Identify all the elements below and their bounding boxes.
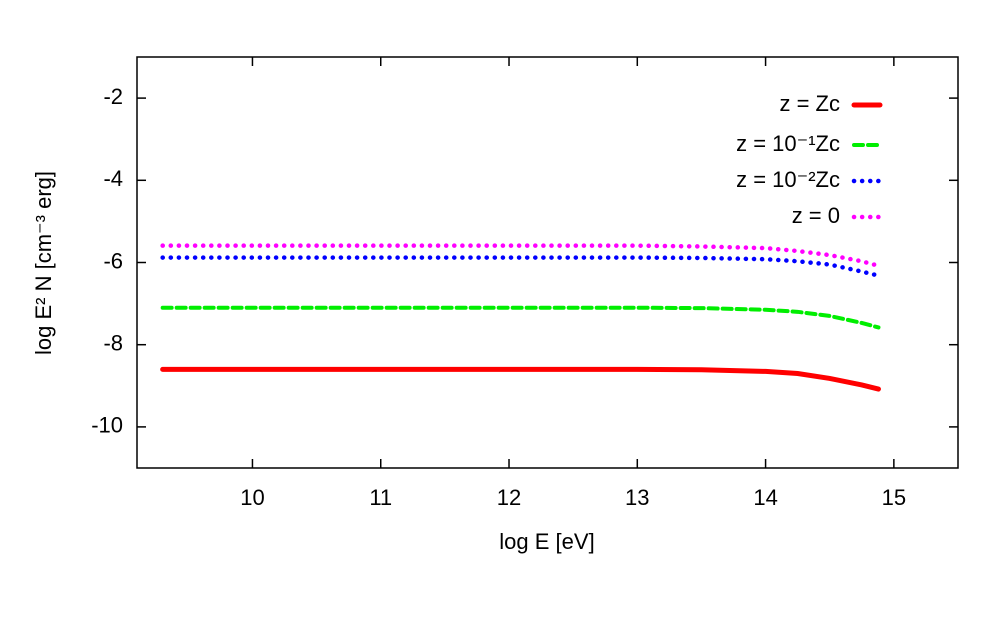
- series-line: [160, 366, 881, 392]
- y-axis-label: log E² N [cm⁻³ erg]: [31, 171, 56, 355]
- y-tick-label: -8: [103, 331, 123, 356]
- legend-label: z = 10⁻²Zc: [736, 167, 840, 192]
- x-tick-label: 10: [240, 485, 264, 510]
- plot-frame: [136, 56, 959, 469]
- y-tick-label: -6: [103, 248, 123, 273]
- x-tick-label: 11: [369, 485, 392, 510]
- series-line: [160, 243, 881, 269]
- series-line: [160, 255, 881, 278]
- x-tick-label: 15: [882, 485, 906, 510]
- x-axis-label: log E [eV]: [499, 529, 594, 554]
- series-line: [160, 305, 881, 330]
- legend-label: z = Zc: [779, 91, 840, 116]
- x-tick-label: 14: [753, 485, 777, 510]
- legend-label: z = 10⁻¹Zc: [736, 131, 840, 156]
- x-tick-label: 12: [497, 485, 521, 510]
- y-tick-label: -2: [103, 84, 123, 109]
- x-tick-label: 13: [625, 485, 649, 510]
- y-tick-label: -10: [91, 413, 123, 438]
- legend-label: z = 0: [792, 203, 840, 228]
- y-tick-label: -4: [103, 166, 123, 191]
